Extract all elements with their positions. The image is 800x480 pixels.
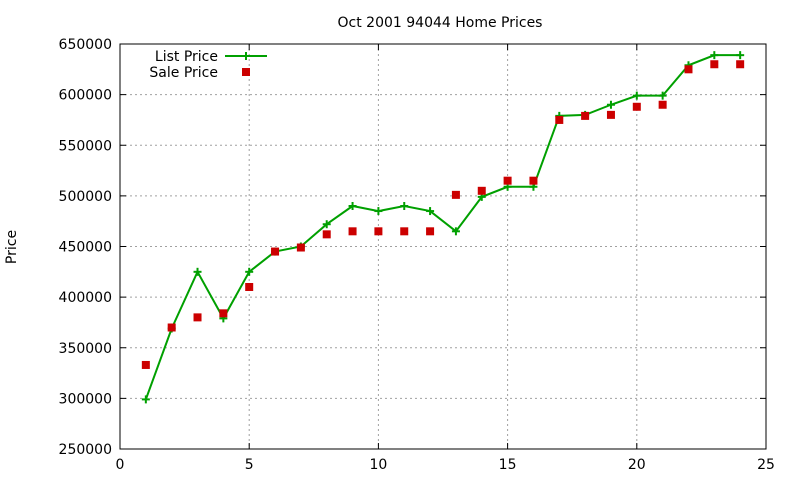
sale-price-point [400,227,409,236]
axis-ticks: 0 5 10 15 20 25 250000 300000 350000 400000 450000… [59,37,775,473]
y-tick-label: 650000 [59,37,112,53]
legend-label: Sale Price [149,65,218,81]
y-tick-label: 400000 [59,290,112,306]
x-tick-label: 0 [116,457,125,473]
sale-price-point [684,65,693,74]
sale-price-series [141,60,745,369]
sale-price-point [271,247,280,256]
x-tick-label: 15 [499,457,517,473]
y-tick-label: 600000 [59,88,112,104]
sale-price-point [632,102,641,111]
y-tick-label: 450000 [59,240,112,256]
x-tick-label: 10 [369,457,387,473]
list-price-point [736,51,745,60]
chart-title: Oct 2001 94044 Home Prices [338,15,543,31]
sale-price-point [658,100,667,109]
list-price-series [141,51,745,404]
sale-price-point [193,313,202,322]
sale-price-point [710,60,719,69]
y-tick-label: 550000 [59,138,112,154]
sale-price-point [477,186,486,195]
sale-price-point [529,176,538,185]
legend-item-list-price: List Price [155,49,267,65]
legend-marker [242,52,250,60]
y-tick-label: 500000 [59,189,112,205]
x-tick-label: 25 [757,457,775,473]
sale-price-point [167,323,176,332]
y-tick-label: 250000 [59,442,112,458]
list-price-point [632,91,641,100]
sale-price-point [503,176,512,185]
list-price-point [348,202,357,210]
grid-lines [120,44,766,449]
sale-price-point [555,115,564,124]
plot-border [119,43,767,450]
x-tick-label: 20 [628,457,646,473]
sale-price-point [322,230,331,239]
list-price-point [322,220,331,229]
sale-price-point [141,360,150,369]
list-price-point [658,91,667,100]
list-price-point [193,267,202,276]
list-price-point [710,51,719,60]
y-tick-label: 350000 [59,341,112,357]
sale-price-point [736,60,745,69]
y-axis-label: Price [4,230,20,264]
list-price-point [374,207,383,216]
sale-price-point [606,110,615,119]
list-price-point [606,100,615,109]
legend-marker [242,68,250,76]
legend-label: List Price [155,49,218,65]
sale-price-point [374,227,383,236]
list-price-point [245,267,254,276]
sale-price-point [296,243,305,252]
y-tick-label: 300000 [59,391,112,407]
data-series [141,51,745,404]
list-price-line [144,54,741,400]
list-price-point [451,227,460,236]
list-price-point [426,207,435,216]
list-price-point [141,395,150,404]
sale-price-point [245,283,254,291]
sale-price-point [348,227,357,236]
sale-price-point [219,309,228,318]
legend-item-sale-price: Sale Price [149,65,250,81]
sale-price-point [426,227,435,236]
sale-price-point [581,111,590,120]
sale-price-point [451,190,460,199]
x-tick-label: 5 [245,457,254,473]
list-price-point [400,202,409,210]
